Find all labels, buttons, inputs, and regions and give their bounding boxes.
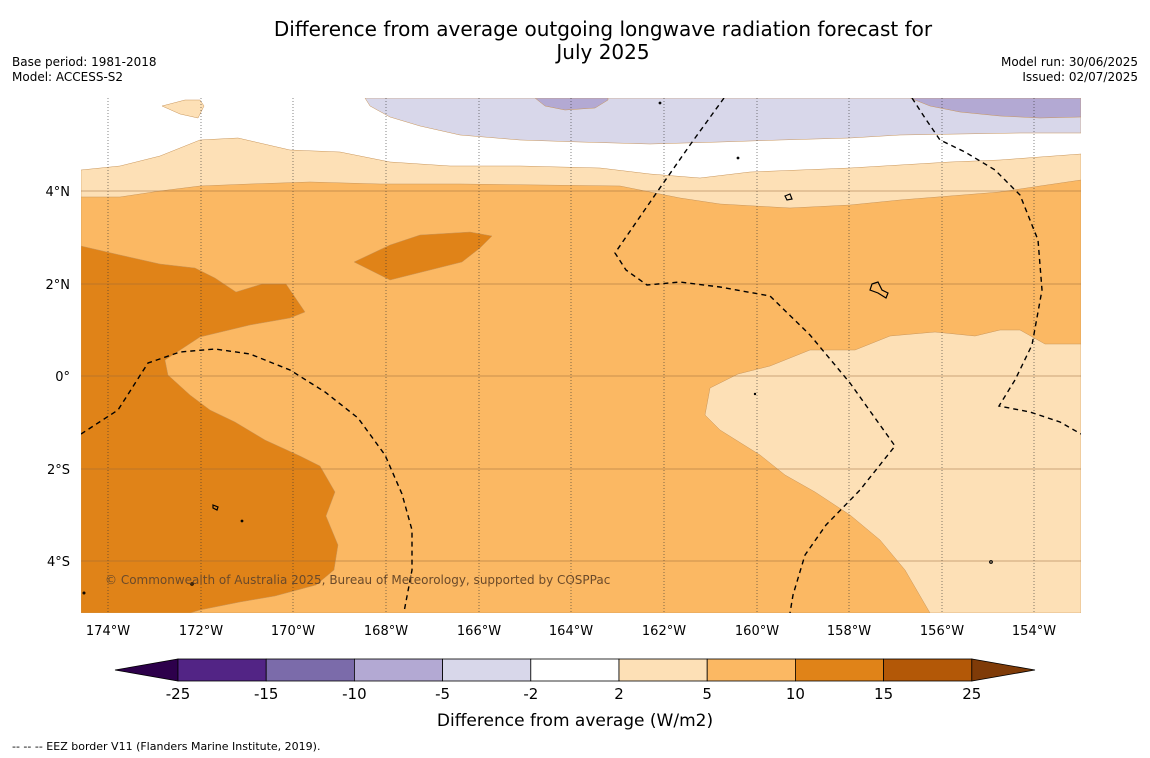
eez-border-west <box>81 348 413 613</box>
map-title: Difference from average outgoing longwav… <box>200 18 1006 64</box>
colorbar-swatch <box>618 658 708 682</box>
island-west-c <box>190 582 194 586</box>
meta-right: Model run: 30/06/2025 Issued: 02/07/2025 <box>1001 55 1138 85</box>
island-west-a <box>212 504 219 511</box>
eez-footnote: -- -- -- EEZ border V11 (Flanders Marine… <box>12 740 321 753</box>
graticule <box>81 98 1081 613</box>
colorbar-swatch <box>442 658 532 682</box>
colorbar: -25 -15 -10 -5 -2 2 5 10 15 25 <box>114 658 1036 703</box>
issued-date: Issued: 02/07/2025 <box>1022 70 1138 84</box>
x-tick-label: 172°W <box>179 624 223 639</box>
copyright-notice: © Commonwealth of Australia 2025, Bureau… <box>105 573 610 587</box>
island-center <box>753 392 757 396</box>
colorbar-tick-label: 5 <box>702 685 712 703</box>
island-sw <box>82 591 86 595</box>
y-tick-labels: 4°N 2°N 0° 2°S 4°S <box>46 185 71 570</box>
x-tick-label: 170°W <box>271 624 315 639</box>
y-tick-label: 4°N <box>46 185 71 200</box>
island-north <box>658 101 662 105</box>
colorbar-tick-label: 2 <box>614 685 624 703</box>
islands <box>82 101 993 595</box>
model-name: Model: ACCESS-S2 <box>12 70 124 84</box>
colorbar-tick-label: 25 <box>962 685 981 703</box>
region-2-5-southeast <box>704 329 1081 613</box>
colorbar-tick-label: -10 <box>342 685 367 703</box>
model-run: Model run: 30/06/2025 <box>1000 55 1138 69</box>
colorbar-tick-label: -2 <box>523 685 538 703</box>
y-tick-label: 2°N <box>46 278 71 293</box>
colorbar-swatch <box>706 658 796 682</box>
x-tick-label: 156°W <box>920 624 964 639</box>
region-2-5-islet <box>161 99 205 119</box>
island-se <box>989 560 993 564</box>
title-line-2: July 2025 <box>556 40 650 64</box>
region-neg-5-10-a <box>534 98 609 111</box>
colorbar-swatch <box>177 658 267 682</box>
colorbar-tick-label: -25 <box>166 685 191 703</box>
y-tick-label: 0° <box>55 370 70 385</box>
x-tick-label: 158°W <box>827 624 871 639</box>
region-neg-2-5 <box>364 98 1081 145</box>
colorbar-title: Difference from average (W/m2) <box>437 711 713 731</box>
colorbar-over-arrow <box>971 658 1036 682</box>
region-10-15-central <box>353 231 493 281</box>
colorbar-under-arrow <box>114 658 179 682</box>
x-tick-label: 162°W <box>642 624 686 639</box>
colorbar-tick-label: -5 <box>435 685 450 703</box>
x-tick-label: 166°W <box>457 624 501 639</box>
region-5-10 <box>81 179 1081 613</box>
colorbar-tick-label: 10 <box>786 685 805 703</box>
map-area: © Commonwealth of Australia 2025, Bureau… <box>81 98 1081 613</box>
x-tick-label: 160°W <box>735 624 779 639</box>
colorbar-swatch <box>883 658 973 682</box>
x-tick-label: 174°W <box>86 624 130 639</box>
x-tick-label: 154°W <box>1012 624 1056 639</box>
colorbar-swatch <box>265 658 355 682</box>
colorbar-tick-label: -15 <box>254 685 279 703</box>
meta-left: Base period: 1981-2018 Model: ACCESS-S2 <box>12 55 157 85</box>
colorbar-swatch <box>353 658 443 682</box>
colorbar-swatch <box>795 658 885 682</box>
region-10-15-west <box>81 245 339 613</box>
island-kiritimati <box>869 281 889 299</box>
eez-borders <box>81 98 1081 613</box>
x-tick-label: 164°W <box>549 624 593 639</box>
y-tick-label: 2°S <box>47 463 70 478</box>
colorbar-tick-label: 15 <box>874 685 893 703</box>
island-jarvis <box>784 193 793 201</box>
y-tick-label: 4°S <box>47 555 70 570</box>
base-period: Base period: 1981-2018 <box>12 55 157 69</box>
x-tick-label: 168°W <box>364 624 408 639</box>
eez-border-east <box>911 98 1081 435</box>
x-tick-labels: 174°W 172°W 170°W 168°W 166°W 164°W 162°W 160°W… <box>86 624 1056 639</box>
region-neg-5-10-b <box>909 98 1081 119</box>
eez-border-central <box>614 98 896 613</box>
island-north-b <box>736 156 740 160</box>
title-line-1: Difference from average outgoing longwav… <box>273 17 933 41</box>
island-west-b <box>240 519 244 523</box>
colorbar-swatch <box>530 658 620 682</box>
